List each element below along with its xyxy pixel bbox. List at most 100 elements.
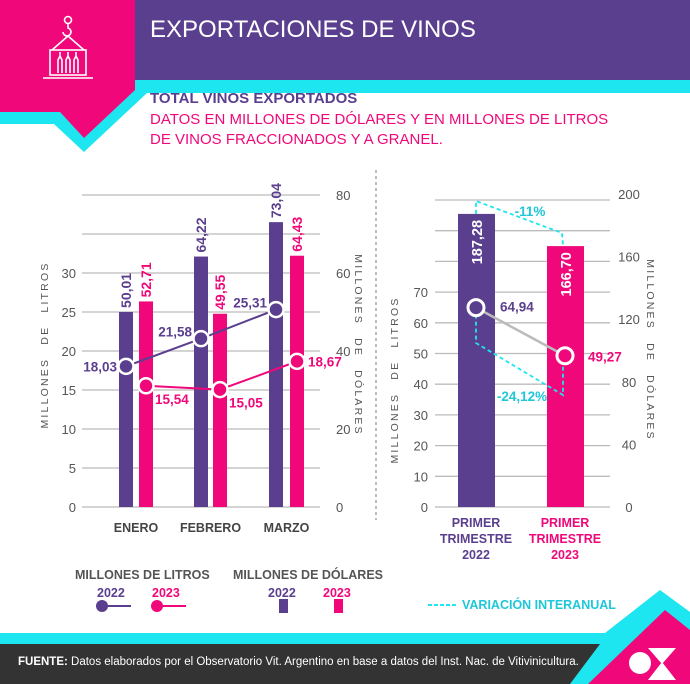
x-tick-label: FEBRERO [180, 521, 241, 535]
y-tick-left: 30 [62, 266, 76, 281]
y-tick-right: 60 [336, 266, 350, 281]
y-tick-left: 0 [69, 500, 76, 515]
line-value-label: 15,54 [155, 392, 189, 407]
y-tick-right: 0 [625, 500, 632, 515]
header-bar [135, 0, 690, 80]
variation-liters-line [475, 307, 564, 397]
variation-dollars-label: -11% [515, 204, 546, 219]
y-axis-title-left: MILLONES DE LITROS [39, 261, 51, 428]
bar-value-label: 166,70 [559, 252, 575, 296]
y-tick-left: 40 [414, 377, 428, 392]
line-point-2023 [288, 352, 306, 371]
footer-dark-bar [0, 644, 600, 684]
bar-value-label: 50,01 [118, 273, 134, 308]
legend-swatches [96, 599, 456, 613]
x-tick-label: MARZO [264, 521, 310, 535]
x-tick-label: PRIMER [541, 516, 590, 530]
footer-label: FUENTE: [18, 656, 68, 668]
footer-source: FUENTE: Datos elaborados por el Observat… [18, 656, 579, 668]
footer-text: Datos elaborados por el Observatorio Vit… [67, 656, 579, 668]
y-tick-left: 60 [414, 316, 428, 331]
quarter-liters-line [475, 306, 566, 357]
chart-subtitle: DATOS EN MILLONES DE DÓLARES Y EN MILLON… [150, 110, 608, 150]
wine-crate-hook-icon [43, 15, 93, 79]
bar-value-label: 49,55 [212, 275, 228, 310]
y-tick-right: 120 [618, 312, 640, 327]
y-tick-left: 20 [414, 439, 428, 454]
quarter-liters-point [555, 346, 575, 366]
y-tick-right: 160 [618, 250, 640, 265]
line-point-2022 [192, 329, 210, 348]
variation-dollars-line [475, 199, 564, 247]
legend-line-2022-icon [96, 600, 131, 612]
y-tick-right: 80 [622, 375, 636, 390]
bar-value-label: 52,71 [138, 262, 154, 297]
legend-liters-title: MILLONES DE LITROS [75, 568, 210, 582]
legend-dollars-2022: 2022 [268, 586, 296, 600]
y-axis-title-right: MILLONES DE DÓLARES [644, 259, 657, 441]
y-axis-title-left: MILLONES DE LITROS [389, 296, 401, 463]
line-value-label: 15,05 [229, 396, 263, 411]
bar-2022 [194, 256, 208, 507]
y-tick-left: 10 [414, 469, 428, 484]
y-tick-right: 40 [336, 344, 350, 359]
legend-bar-2023-icon [334, 599, 343, 613]
y-tick-left: 20 [62, 344, 76, 359]
line-value-label: 64,94 [500, 300, 534, 315]
subtitle-line: DATOS EN MILLONES DE DÓLARES Y EN MILLON… [150, 111, 609, 128]
legend-bar-2022-icon [279, 599, 288, 613]
line-point-2022 [117, 357, 135, 376]
bar-2023 [213, 313, 227, 507]
bar-2023 [290, 255, 304, 507]
x-tick-label: 2022 [462, 548, 490, 562]
variation-liters-label: -24,12% [497, 389, 547, 404]
x-tick-label: PRIMER [452, 516, 501, 530]
legend-dollars-title: MILLONES DE DÓLARES [233, 568, 384, 582]
y-tick-right: 80 [336, 188, 350, 203]
line-value-label: 25,31 [233, 296, 267, 311]
y-tick-right: 20 [336, 422, 350, 437]
y-tick-left: 70 [414, 285, 428, 300]
bar-value-label: 73,04 [268, 183, 284, 218]
x-tick-label: TRIMESTRE [529, 532, 601, 546]
line-value-label: 21,58 [158, 325, 192, 340]
bar-2023 [139, 301, 153, 507]
y-tick-left: 50 [414, 347, 428, 362]
legend-liters-2022: 2022 [97, 586, 125, 600]
header-pink-tab [0, 0, 135, 138]
y-tick-left: 10 [62, 422, 76, 437]
line-value-label: 49,27 [588, 350, 622, 365]
y-tick-left: 15 [62, 383, 76, 398]
subtitle-line: DE VINOS FRACCIONADOS Y A GRANEL. [150, 131, 443, 148]
chart-heading: TOTAL VINOS EXPORTADOS [150, 90, 358, 107]
line-point-2022 [267, 300, 285, 319]
quarter-liters-point [466, 298, 486, 318]
quarter-bar [547, 246, 584, 507]
y-tick-left: 0 [421, 500, 428, 515]
legend-line-2023-icon [151, 600, 186, 612]
x-tick-label: TRIMESTRE [440, 532, 512, 546]
line-point-2023 [137, 377, 155, 395]
quarter-bar [458, 213, 495, 507]
legend-liters-2023: 2023 [152, 586, 180, 600]
y-tick-left: 30 [414, 408, 428, 423]
ova-logo [629, 648, 676, 680]
y-tick-left: 25 [62, 305, 76, 320]
line-point-2023 [211, 380, 229, 399]
line-value-label: 18,03 [83, 359, 117, 374]
x-tick-label: ENERO [114, 521, 159, 535]
bar-2022 [269, 222, 283, 508]
y-tick-left: 5 [69, 461, 76, 476]
line-value-label: 18,67 [308, 354, 342, 369]
bar-value-label: 187,28 [470, 220, 486, 264]
legend-dollars-2023: 2023 [323, 586, 351, 600]
y-tick-right: 40 [622, 437, 636, 452]
x-tick-label: 2023 [551, 548, 579, 562]
bar-value-label: 64,43 [289, 216, 305, 251]
y-axis-title-right: MILLONES DE DÓLARES [352, 254, 365, 436]
bar-value-label: 64,22 [193, 217, 209, 252]
y-tick-right: 0 [336, 500, 343, 515]
page-title: EXPORTACIONES DE VINOS [150, 16, 476, 43]
y-tick-right: 200 [618, 187, 640, 202]
